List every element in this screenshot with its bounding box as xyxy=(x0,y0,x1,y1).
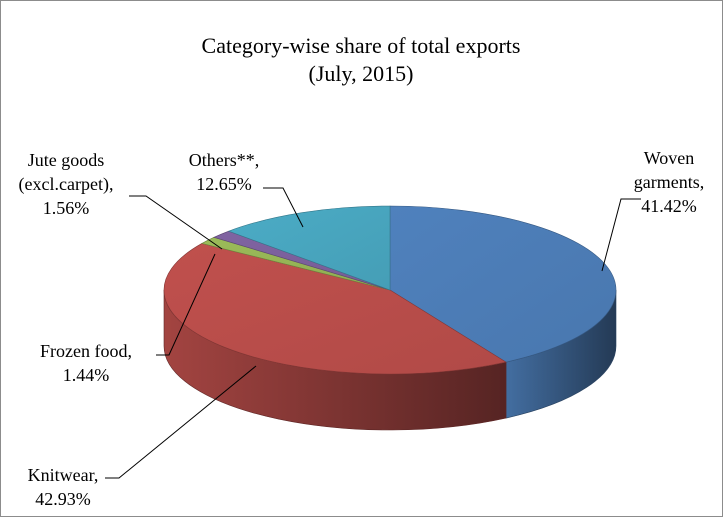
chart-title: Category-wise share of total exports xyxy=(202,33,521,58)
slice-label-line: 1.56% xyxy=(43,198,90,218)
slice-label-3: Jute goods (excl.carpet), 1.56% xyxy=(19,150,114,218)
leader-line-4 xyxy=(263,187,304,228)
slice-label-2: Frozen food, 1.44% xyxy=(40,341,132,385)
slice-label-line: Others**, xyxy=(189,150,260,170)
pie-slice-4 xyxy=(227,205,391,291)
pie-slice-1 xyxy=(163,243,507,375)
slice-label-line: Woven xyxy=(644,148,695,168)
slice-label-line: (excl.carpet), xyxy=(19,174,114,195)
leader-line-2 xyxy=(156,253,216,356)
slice-label-line: garments, xyxy=(634,172,704,192)
slice-label-line: 1.44% xyxy=(63,365,110,385)
slice-label-1: Knitwear, 42.93% xyxy=(28,465,99,509)
slice-label-0: Woven garments, 41.42% xyxy=(634,148,704,216)
slice-label-line: Jute goods xyxy=(28,150,105,170)
pie-slice-0 xyxy=(389,205,617,363)
slice-label-4: Others**, 12.65% xyxy=(189,150,260,194)
leader-line-1 xyxy=(105,365,257,479)
slice-label-line: 42.93% xyxy=(35,489,91,509)
slice-label-line: Knitwear, xyxy=(28,465,99,485)
slice-label-line: 12.65% xyxy=(196,174,252,194)
slice-label-line: Frozen food, xyxy=(40,341,132,361)
slice-label-line: 41.42% xyxy=(641,196,697,216)
chart-subtitle: (July, 2015) xyxy=(309,61,414,86)
leader-layer xyxy=(105,187,641,479)
pie-layer xyxy=(163,205,617,431)
label-layer: Woven garments, 41.42% Knitwear, 42.93% Froze… xyxy=(19,148,705,509)
leader-line-3 xyxy=(129,195,223,250)
leader-line-0 xyxy=(601,198,641,272)
